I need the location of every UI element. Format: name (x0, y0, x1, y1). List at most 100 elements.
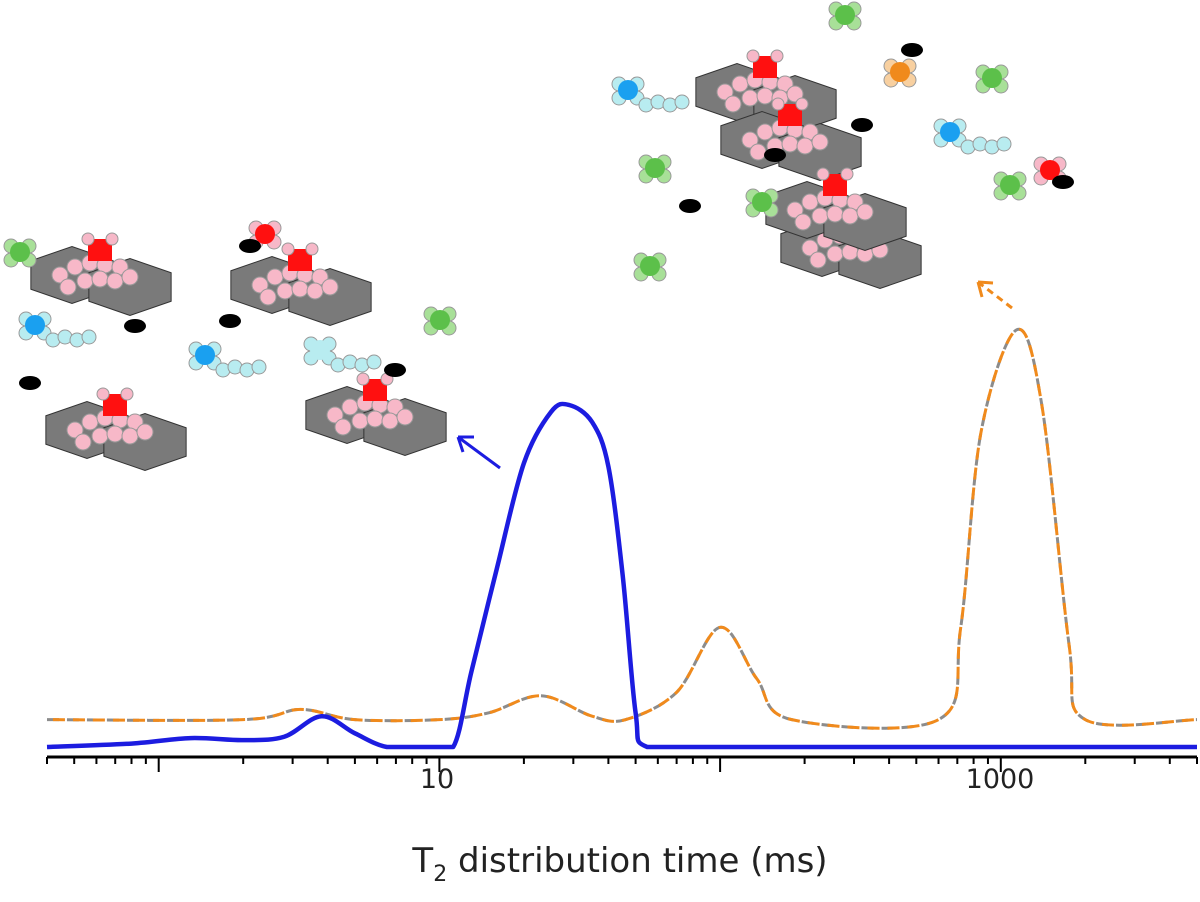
curves (46, 280, 1198, 750)
ion-dot (679, 199, 701, 213)
clay-sheet (288, 267, 372, 327)
x-axis-title-t: T (411, 841, 433, 881)
x-axis-title-rest: distribution time (ms) (447, 841, 827, 881)
clay-particle (30, 232, 172, 317)
water-atom (724, 95, 742, 113)
clay-particle (305, 372, 447, 457)
water-atom (326, 406, 344, 424)
water-atom (81, 232, 95, 246)
cyan-molecule (933, 118, 1012, 155)
dashed-series-gray-dashes (46, 327, 1198, 730)
dashed-series-line (46, 327, 1198, 730)
water-atom (794, 213, 812, 231)
core-atom (890, 62, 910, 82)
water-atom (811, 207, 829, 225)
core-atom (310, 340, 330, 360)
clay-particle (765, 167, 907, 252)
water-atom (396, 408, 414, 426)
cyan-molecule (18, 311, 97, 348)
green-molecule (3, 238, 37, 268)
water-atom (741, 89, 759, 107)
water-atom (770, 49, 784, 63)
water-atom (91, 427, 109, 445)
water-atom (840, 167, 854, 181)
water-atom (781, 135, 799, 153)
core-atom (1000, 175, 1020, 195)
water-atom (251, 276, 269, 294)
water-atom (841, 207, 859, 225)
water-atom (341, 398, 359, 416)
core-atom (1040, 160, 1060, 180)
clay-sheet (363, 397, 447, 457)
water-atom (136, 423, 154, 441)
water-atom (105, 232, 119, 246)
water-atom (786, 85, 804, 103)
chain-atom (996, 136, 1012, 152)
water-atom (716, 83, 734, 101)
orange-dashed-arrow (977, 280, 1013, 310)
water-atom (121, 268, 139, 286)
water-atom (746, 49, 760, 63)
x-axis-title-subscript: 2 (433, 862, 447, 887)
core-atom (835, 5, 855, 25)
water-atom (81, 413, 99, 431)
ion-dot (384, 363, 406, 377)
core-atom (982, 68, 1002, 88)
pale-cyan-chain (303, 336, 382, 373)
core-atom (430, 310, 450, 330)
ion-dot (901, 43, 923, 57)
ion-dot (851, 118, 873, 132)
cation (88, 239, 112, 261)
water-atom (281, 242, 295, 256)
water-atom (321, 278, 339, 296)
water-atom (306, 282, 324, 300)
green-molecule (638, 154, 672, 184)
water-atom (809, 251, 827, 269)
cation (823, 174, 847, 196)
cation (103, 394, 127, 416)
red-molecule (248, 220, 282, 250)
water-atom (266, 268, 284, 286)
water-atom (120, 387, 134, 401)
water-atom (276, 282, 294, 300)
water-atom (756, 87, 774, 105)
clay-particle (45, 387, 187, 472)
orange-arrow-head (976, 280, 994, 298)
green-molecule (633, 252, 667, 282)
green-molecule (993, 171, 1027, 201)
water-atom (801, 193, 819, 211)
core-atom (195, 345, 215, 365)
ion-dot (19, 376, 41, 390)
core-atom (940, 122, 960, 142)
water-atom (334, 418, 352, 436)
water-atom (51, 266, 69, 284)
water-atom (66, 421, 84, 439)
chain-atom (674, 94, 690, 110)
core-atom (752, 192, 772, 212)
green-molecule (975, 64, 1009, 94)
water-atom (76, 272, 94, 290)
ion-dot (219, 314, 241, 328)
water-atom (856, 203, 874, 221)
clay-sheet (823, 192, 907, 252)
blue-arrow (456, 435, 501, 470)
x-axis (46, 755, 1198, 772)
cyan-molecule (611, 76, 690, 113)
water-atom (74, 433, 92, 451)
ion-dot (1052, 175, 1074, 189)
x-tick-label-1000: 1000 (966, 764, 1035, 795)
water-atom (121, 427, 139, 445)
green-molecule (745, 188, 779, 218)
cation (753, 56, 777, 78)
water-atom (741, 131, 759, 149)
water-atom (381, 412, 399, 430)
water-atom (96, 387, 110, 401)
water-atom (826, 205, 844, 223)
core-atom (255, 224, 275, 244)
water-atom (756, 123, 774, 141)
core-atom (645, 158, 665, 178)
clay-sheet (88, 257, 172, 317)
cyan-molecule (188, 341, 267, 378)
water-atom (796, 137, 814, 155)
